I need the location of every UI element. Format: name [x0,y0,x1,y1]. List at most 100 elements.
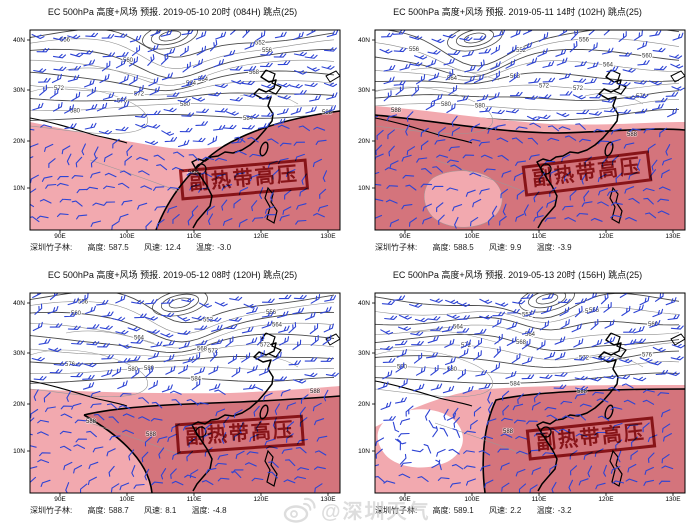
svg-text:110E: 110E [532,233,547,240]
temp-label: 温度: [191,506,210,515]
svg-text:40N: 40N [358,300,370,307]
svg-text:10N: 10N [358,185,370,192]
station-name: 深圳竹子林: [30,506,73,515]
svg-text:580: 580 [447,367,458,373]
svg-text:572: 572 [260,342,271,348]
svg-text:584: 584 [510,381,521,387]
svg-text:556: 556 [262,48,273,54]
svg-text:10N: 10N [358,448,370,455]
temp-value: -3.0 [217,243,232,252]
svg-text:20N: 20N [13,401,25,408]
svg-text:588: 588 [146,432,157,438]
svg-text:110E: 110E [532,496,547,503]
wind-value: 2.2 [510,506,522,515]
svg-text:588: 588 [310,389,321,395]
height-label: 高度: [432,506,451,515]
svg-text:572: 572 [134,92,145,98]
svg-text:560: 560 [71,311,82,317]
height-label: 高度: [87,243,106,252]
temp-label: 温度: [536,506,555,515]
svg-text:560: 560 [642,54,653,60]
svg-text:130E: 130E [665,496,681,503]
svg-text:564: 564 [134,336,145,342]
temp-value: -3.2 [557,506,572,515]
wind-value: 8.1 [165,506,177,515]
station-status: 深圳竹子林: 高度: 588.5 风速: 9.9 温度: -3.9 [375,242,572,253]
svg-text:552: 552 [203,318,214,324]
station-name: 深圳竹子林: [375,243,418,252]
map-plot: 5525565605645685725765805845565645725805… [13,29,341,240]
panel-title: EC 500hPa 高度+风场 预报. 2019-05-12 08时 (120H… [47,270,298,280]
svg-text:130E: 130E [320,496,336,503]
svg-text:560: 560 [123,58,134,64]
svg-text:20N: 20N [358,138,370,145]
station-name: 深圳竹子林: [30,243,73,252]
svg-text:90E: 90E [399,233,411,240]
svg-text:556: 556 [266,310,277,316]
temp-value: -3.9 [557,243,572,252]
wind-value: 12.4 [165,243,181,252]
svg-text:580: 580 [441,102,452,108]
forecast-panel-102h: EC 500hPa 高度+风场 预报. 2019-05-11 14时 (102H… [345,0,690,263]
svg-text:110E: 110E [187,233,202,240]
forecast-panel-156h: EC 500hPa 高度+风场 预报. 2019-05-13 20时 (156H… [345,263,690,526]
svg-text:30N: 30N [358,350,370,357]
svg-text:588: 588 [86,419,97,425]
height-value: 588.5 [453,243,474,252]
svg-text:130E: 130E [665,233,681,240]
svg-text:580: 580 [70,108,81,114]
svg-text:580: 580 [475,103,486,109]
height-value: 587.5 [108,243,129,252]
svg-text:584: 584 [191,376,202,382]
svg-text:564: 564 [453,325,464,331]
svg-text:572: 572 [539,83,550,89]
svg-text:20N: 20N [13,138,25,145]
height-value: 589.1 [453,506,474,515]
svg-text:90E: 90E [399,496,411,503]
svg-text:100E: 100E [464,233,480,240]
svg-text:120E: 120E [253,496,269,503]
svg-text:560: 560 [648,322,659,328]
svg-text:120E: 120E [253,233,269,240]
wind-label: 风速: [488,243,508,252]
svg-text:572: 572 [573,86,584,92]
svg-text:576: 576 [117,98,128,104]
forecast-panel-120h: EC 500hPa 高度+风场 预报. 2019-05-12 08时 (120H… [0,263,345,526]
temp-label: 温度: [536,243,555,252]
svg-text:10N: 10N [13,448,25,455]
svg-text:584: 584 [243,116,254,122]
svg-text:10N: 10N [13,185,25,192]
svg-text:588: 588 [322,110,333,116]
map-plot: 5525565605645685725765805845565645725805… [358,292,686,503]
height-label: 高度: [87,506,106,515]
wind-value: 9.9 [510,243,522,252]
svg-text:30N: 30N [13,87,25,94]
svg-text:556: 556 [78,300,89,306]
svg-text:552: 552 [516,48,527,54]
svg-text:572: 572 [54,86,65,92]
svg-text:556: 556 [60,38,71,44]
svg-text:568: 568 [197,347,208,353]
svg-text:588: 588 [503,429,514,435]
svg-text:100E: 100E [119,233,135,240]
svg-text:130E: 130E [320,233,336,240]
panel-title: EC 500hPa 高度+风场 预报. 2019-05-13 20时 (156H… [392,270,643,280]
temp-label: 温度: [196,243,215,252]
svg-text:588: 588 [391,108,402,114]
svg-text:568: 568 [249,70,260,76]
wind-label: 风速: [143,243,163,252]
svg-text:30N: 30N [358,87,370,94]
svg-text:564: 564 [603,63,614,69]
svg-text:572: 572 [208,349,219,355]
svg-text:552: 552 [255,41,266,47]
station-status: 深圳竹子林: 高度: 588.7 风速: 8.1 温度: -4.8 [30,505,227,516]
forecast-panel-084h: EC 500hPa 高度+风场 预报. 2019-05-10 20时 (084H… [0,0,345,263]
svg-text:100E: 100E [464,496,480,503]
panel-title: EC 500hPa 高度+风场 预报. 2019-05-11 14时 (102H… [393,7,642,17]
svg-text:572: 572 [461,343,472,349]
svg-text:90E: 90E [54,233,66,240]
svg-text:564: 564 [272,322,283,328]
height-value: 588.7 [108,506,129,515]
svg-text:564: 564 [447,76,458,82]
